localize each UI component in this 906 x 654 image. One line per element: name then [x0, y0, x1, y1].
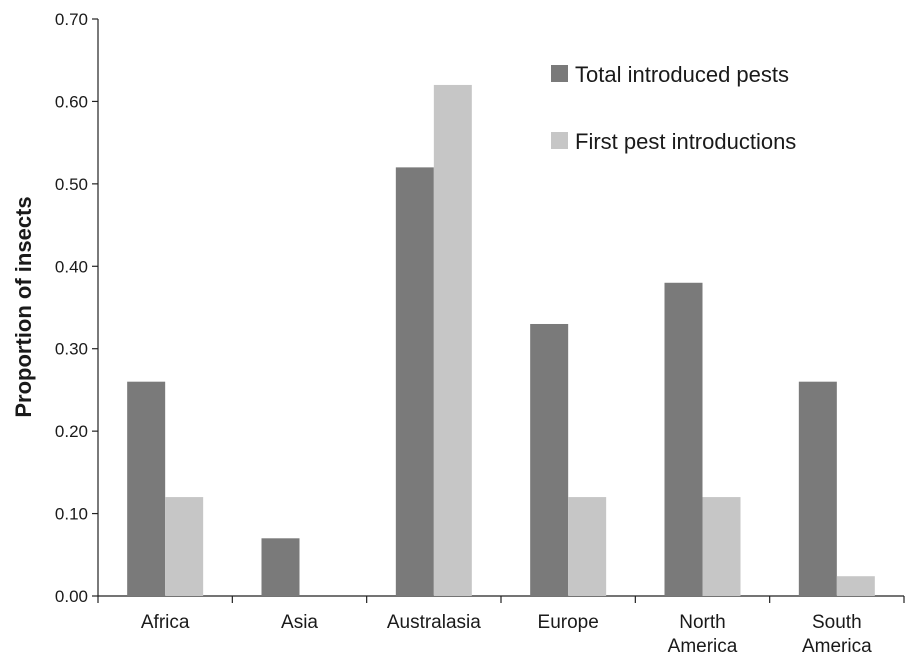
y-tick-label: 0.70 [55, 10, 88, 29]
x-tick-label: Australasia [387, 612, 481, 633]
x-tick-label: Africa [141, 612, 190, 633]
legend-swatch [551, 65, 568, 82]
y-tick-label: 0.60 [55, 92, 88, 111]
bar-first-pest-introductions [568, 497, 607, 596]
x-tick-label: North [679, 612, 725, 633]
legend-swatch [551, 132, 568, 149]
x-tick-label: Europe [538, 612, 599, 633]
x-tick-label: America [802, 636, 872, 654]
legend-label: First pest introductions [575, 129, 796, 154]
bar-first-pest-introductions [702, 497, 741, 596]
bar-total-introduced-pests [798, 381, 837, 596]
y-tick-label: 0.50 [55, 175, 88, 194]
x-tick-label: South [812, 612, 862, 633]
bar-total-introduced-pests [127, 381, 166, 596]
bar-total-introduced-pests [664, 282, 703, 596]
y-tick-label: 0.20 [55, 422, 88, 441]
y-tick-label: 0.30 [55, 340, 88, 359]
x-axis: Africa Asia Australasia Europe North America S… [97, 595, 905, 654]
x-tick-label: America [668, 636, 738, 654]
y-tick-label: 0.00 [55, 587, 88, 606]
legend: Total introduced pests First pest introdu… [551, 62, 796, 154]
y-axis: 0.00 0.10 0.20 0.30 0.40 0.50 0.60 0.70 [55, 10, 99, 606]
bar-total-introduced-pests [395, 167, 434, 596]
x-tick-label: Asia [281, 612, 318, 633]
y-axis-title: Proportion of insects [11, 196, 36, 417]
bars [127, 84, 875, 596]
y-tick-label: 0.10 [55, 505, 88, 524]
bar-first-pest-introductions [165, 497, 204, 596]
bar-total-introduced-pests [530, 323, 569, 596]
bar-total-introduced-pests [261, 538, 300, 596]
bar-first-pest-introductions [433, 84, 472, 596]
y-tick-label: 0.40 [55, 257, 88, 276]
bar-first-pest-introductions [836, 576, 875, 596]
legend-label: Total introduced pests [575, 62, 789, 87]
